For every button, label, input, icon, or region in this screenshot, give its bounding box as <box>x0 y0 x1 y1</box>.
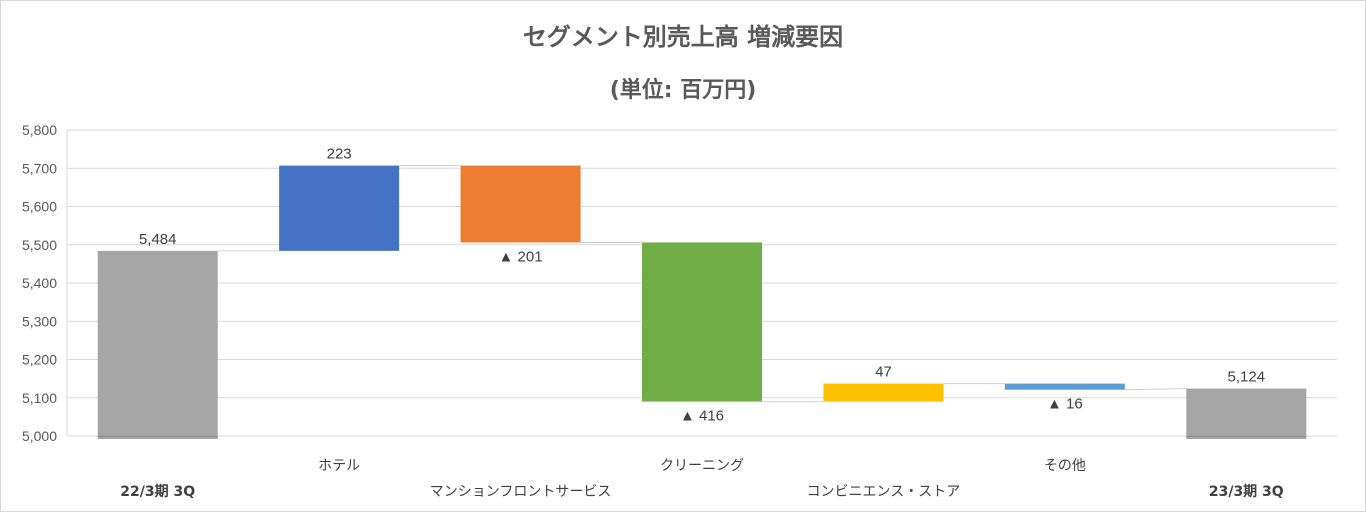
bar-5 <box>823 383 944 402</box>
category-label: マンションフロントサービス <box>430 484 612 500</box>
bar-1 <box>97 250 218 439</box>
connector-lines <box>217 165 1187 403</box>
bar-4 <box>642 242 762 402</box>
y-tick-label: 5,600 <box>22 199 57 215</box>
category-label: コンビニエンス・ストア <box>807 484 961 500</box>
data-label: 5,124 <box>1228 369 1266 386</box>
chart-subtitle: (単位: 百万円) <box>610 77 757 103</box>
data-label: ▲ 416 <box>680 408 724 425</box>
bar-7 <box>1186 388 1307 439</box>
category-label: 22/3期 3Q <box>120 484 195 500</box>
y-tick-label: 5,000 <box>22 428 57 444</box>
y-tick-label: 5,500 <box>22 237 57 253</box>
bars <box>97 165 1307 439</box>
data-label: 223 <box>327 146 352 163</box>
category-label: ホテル <box>318 458 360 474</box>
category-label: クリーニング <box>660 458 744 474</box>
y-tick-label: 5,700 <box>22 160 57 176</box>
bar-2 <box>279 165 400 251</box>
connector-line <box>1124 388 1187 391</box>
y-tick-label: 5,800 <box>22 122 57 138</box>
y-tick-label: 5,100 <box>22 390 57 406</box>
y-tick-label: 5,300 <box>22 313 57 329</box>
category-label: その他 <box>1044 458 1086 474</box>
category-label: 23/3期 3Q <box>1209 484 1284 500</box>
data-label: ▲ 16 <box>1047 396 1083 413</box>
data-labels: 5,484 223 ▲ 201 ▲ 416 47 ▲ 16 5,124 <box>139 146 1265 425</box>
bar-3 <box>460 165 581 243</box>
y-tick-label: 5,400 <box>22 275 57 291</box>
y-axis: 5,000 5,100 5,200 5,300 5,400 5,500 5,600 5,700… <box>22 122 68 444</box>
y-tick-label: 5,200 <box>22 352 57 368</box>
data-label: 47 <box>875 364 892 381</box>
bar-6 <box>1004 383 1125 390</box>
chart-title: セグメント別売上高 増減要因 <box>523 23 843 51</box>
data-label: ▲ 201 <box>499 248 543 265</box>
data-label: 5,484 <box>139 231 177 248</box>
